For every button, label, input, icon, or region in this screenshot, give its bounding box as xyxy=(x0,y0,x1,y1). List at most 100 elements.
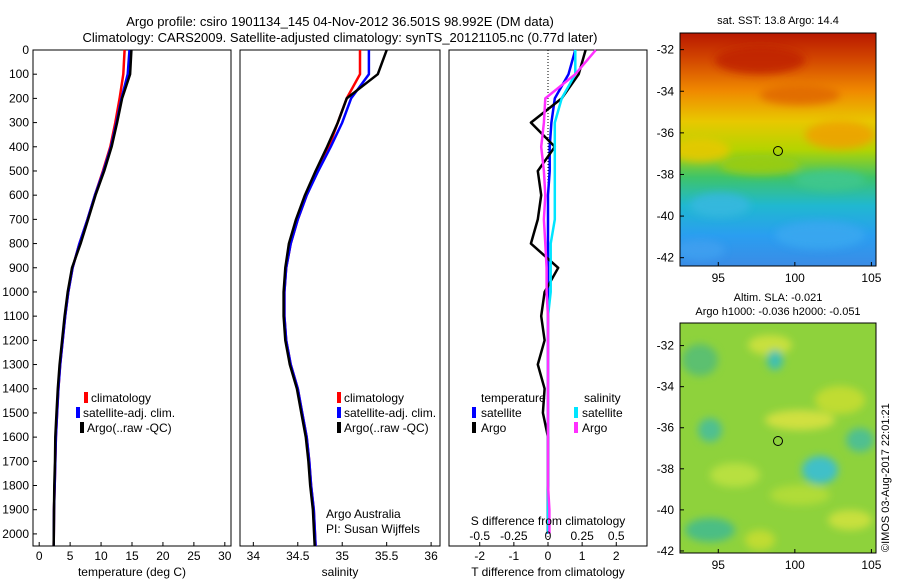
x-tick-label: 2 xyxy=(613,549,620,563)
depth-tick-label: 1800 xyxy=(2,479,29,493)
sla-float-marker xyxy=(773,436,783,446)
x-tick-label: 34 xyxy=(247,549,261,563)
series-line-satellite-adj-clim- xyxy=(283,50,371,547)
series-line-climatology xyxy=(52,49,126,547)
lat-tick-label: -40 xyxy=(657,209,675,223)
lat-tick-label: -38 xyxy=(657,462,675,476)
depth-tick-label: 1100 xyxy=(3,309,29,323)
salinity-note-agency: Argo Australia xyxy=(326,507,401,521)
x-tick-label: 5 xyxy=(67,549,74,563)
credit-stamp: ©IMOS 03-Aug-2017 22:01:21 xyxy=(880,403,892,552)
temperature-x-axis: 0 5 10 15 20 25 30 xyxy=(36,542,232,563)
x-tick-label: 34.5 xyxy=(286,549,310,563)
lon-tick-label: 100 xyxy=(785,271,805,285)
legend-swatch-satellite xyxy=(337,407,341,418)
depth-tick-label: 0 xyxy=(22,43,29,57)
lon-tick-label: 95 xyxy=(712,558,726,572)
lat-tick-label: -38 xyxy=(657,167,675,181)
x-tick-label: 35 xyxy=(336,549,350,563)
legend-label-temp-argo: Argo xyxy=(481,421,507,435)
depth-tick-label: 200 xyxy=(9,91,29,105)
lon-tick-label: 100 xyxy=(785,558,805,572)
depth-tick-label: 1700 xyxy=(2,454,29,468)
temperature-panel: 0100200300400500600700800900100011001200… xyxy=(2,43,232,579)
legend-swatch-temp-argo xyxy=(472,422,476,433)
salinity-xlabel: salinity xyxy=(322,565,359,579)
sla-map-y-axis: -32 -34 -36 -38 -40 -42 xyxy=(657,339,684,558)
sst-map-frame xyxy=(679,32,877,267)
x-tick-label: 0 xyxy=(545,549,552,563)
x-tick-label: 30 xyxy=(218,549,232,563)
difference-legend: temperature satellite Argo salinity sate… xyxy=(472,391,623,435)
lon-tick-label: 95 xyxy=(712,271,726,285)
salinity-legend: climatology satellite-adj. clim. Argo(..… xyxy=(337,391,436,435)
legend-swatch-climatology xyxy=(84,392,88,403)
lat-tick-label: -36 xyxy=(657,126,675,140)
lon-tick-label: 105 xyxy=(861,271,881,285)
depth-tick-label: 500 xyxy=(9,164,29,178)
depth-tick-label: 1600 xyxy=(2,430,29,444)
temperature-legend: climatology satellite-adj. clim. Argo(..… xyxy=(76,391,175,435)
depth-tick-label: 900 xyxy=(9,261,29,275)
legend-swatch-argo xyxy=(337,422,341,433)
legend-swatch-climatology xyxy=(337,392,341,403)
x-tick-label: 10 xyxy=(94,549,108,563)
depth-tick-label: 1200 xyxy=(2,333,29,347)
depth-tick-label: 100 xyxy=(9,67,29,81)
s-diff-tick-label: 0.5 xyxy=(608,529,625,543)
lat-tick-label: -36 xyxy=(657,421,675,435)
lat-tick-label: -34 xyxy=(657,84,675,98)
legend-swatch-sal-argo xyxy=(574,422,578,433)
depth-tick-label: 600 xyxy=(9,188,29,202)
difference-xlabel: T difference from climatology xyxy=(471,565,625,579)
depth-tick-label: 2000 xyxy=(2,527,29,541)
legend-swatch-satellite xyxy=(76,407,80,418)
depth-axis: 0 100 200 300 400 500 600 700 800 900 1000 1100 1200… xyxy=(2,43,37,541)
legend-label-sal-satellite: satellite xyxy=(582,406,623,420)
x-tick-label: 1 xyxy=(579,549,586,563)
s-diff-tick-label: 0 xyxy=(545,529,552,543)
x-tick-label: 25 xyxy=(187,549,201,563)
series-line-climatology xyxy=(283,50,362,547)
legend-label-sal-argo: Argo xyxy=(582,421,608,435)
series-line-satellite-adj-clim- xyxy=(52,49,131,547)
legend-label-satellite: satellite-adj. clim. xyxy=(83,406,175,420)
depth-tick-label: 1900 xyxy=(2,503,29,517)
depth-tick-label: 300 xyxy=(9,116,29,130)
lat-tick-label: -42 xyxy=(657,251,675,265)
depth-tick-label: 800 xyxy=(9,237,29,251)
depth-tick-label: 1500 xyxy=(2,406,29,420)
sla-map: Altim. SLA: -0.021 Argo h1000: -0.036 h2… xyxy=(657,292,882,572)
legend-swatch-temp-satellite xyxy=(472,407,476,418)
x-tick-label: 35.5 xyxy=(375,549,399,563)
difference-x-axis: -2 -1 0 1 2 xyxy=(474,542,620,563)
lon-tick-label: 105 xyxy=(861,558,881,572)
salinity-axes-frame xyxy=(239,49,441,547)
temperature-axes-frame xyxy=(32,49,232,547)
legend-swatch-argo xyxy=(80,422,84,433)
legend-title-temperature: temperature xyxy=(481,391,546,405)
depth-tick-label: 400 xyxy=(9,140,29,154)
legend-label-argo: Argo(..raw -QC) xyxy=(344,421,429,435)
x-tick-label: 0 xyxy=(36,549,43,563)
lat-tick-label: -34 xyxy=(657,380,675,394)
sst-map-title: sat. SST: 13.8 Argo: 14.4 xyxy=(717,15,839,27)
x-tick-label: 36 xyxy=(424,549,438,563)
s-difference-label: S difference from climatology xyxy=(471,514,626,528)
difference-profiles xyxy=(529,49,597,534)
sla-map-subtitle: Argo h1000: -0.036 h2000: -0.051 xyxy=(695,306,860,318)
legend-title-salinity: salinity xyxy=(584,391,621,405)
series-line-argo-raw-qc- xyxy=(52,49,133,547)
sst-field xyxy=(680,33,876,266)
series-line-argo-raw-qc- xyxy=(282,49,388,547)
series-line-temperature-argo xyxy=(529,49,587,534)
lat-tick-label: -42 xyxy=(657,544,675,558)
temperature-xlabel: temperature (deg C) xyxy=(78,565,186,579)
sst-map: sat. SST: 13.8 Argo: 14.4 -32 -34 -36 -38 -4… xyxy=(657,15,882,285)
depth-tick-label: 1400 xyxy=(2,382,29,396)
salinity-profiles xyxy=(282,49,388,547)
difference-panel: -2 -1 0 1 2 S difference from climatology -0… xyxy=(448,49,648,579)
salinity-panel: 34 34.5 35 35.5 36 salinity climatology sate… xyxy=(239,49,441,579)
s-diff-tick-label: -0.25 xyxy=(500,529,528,543)
x-tick-label: 15 xyxy=(125,549,139,563)
